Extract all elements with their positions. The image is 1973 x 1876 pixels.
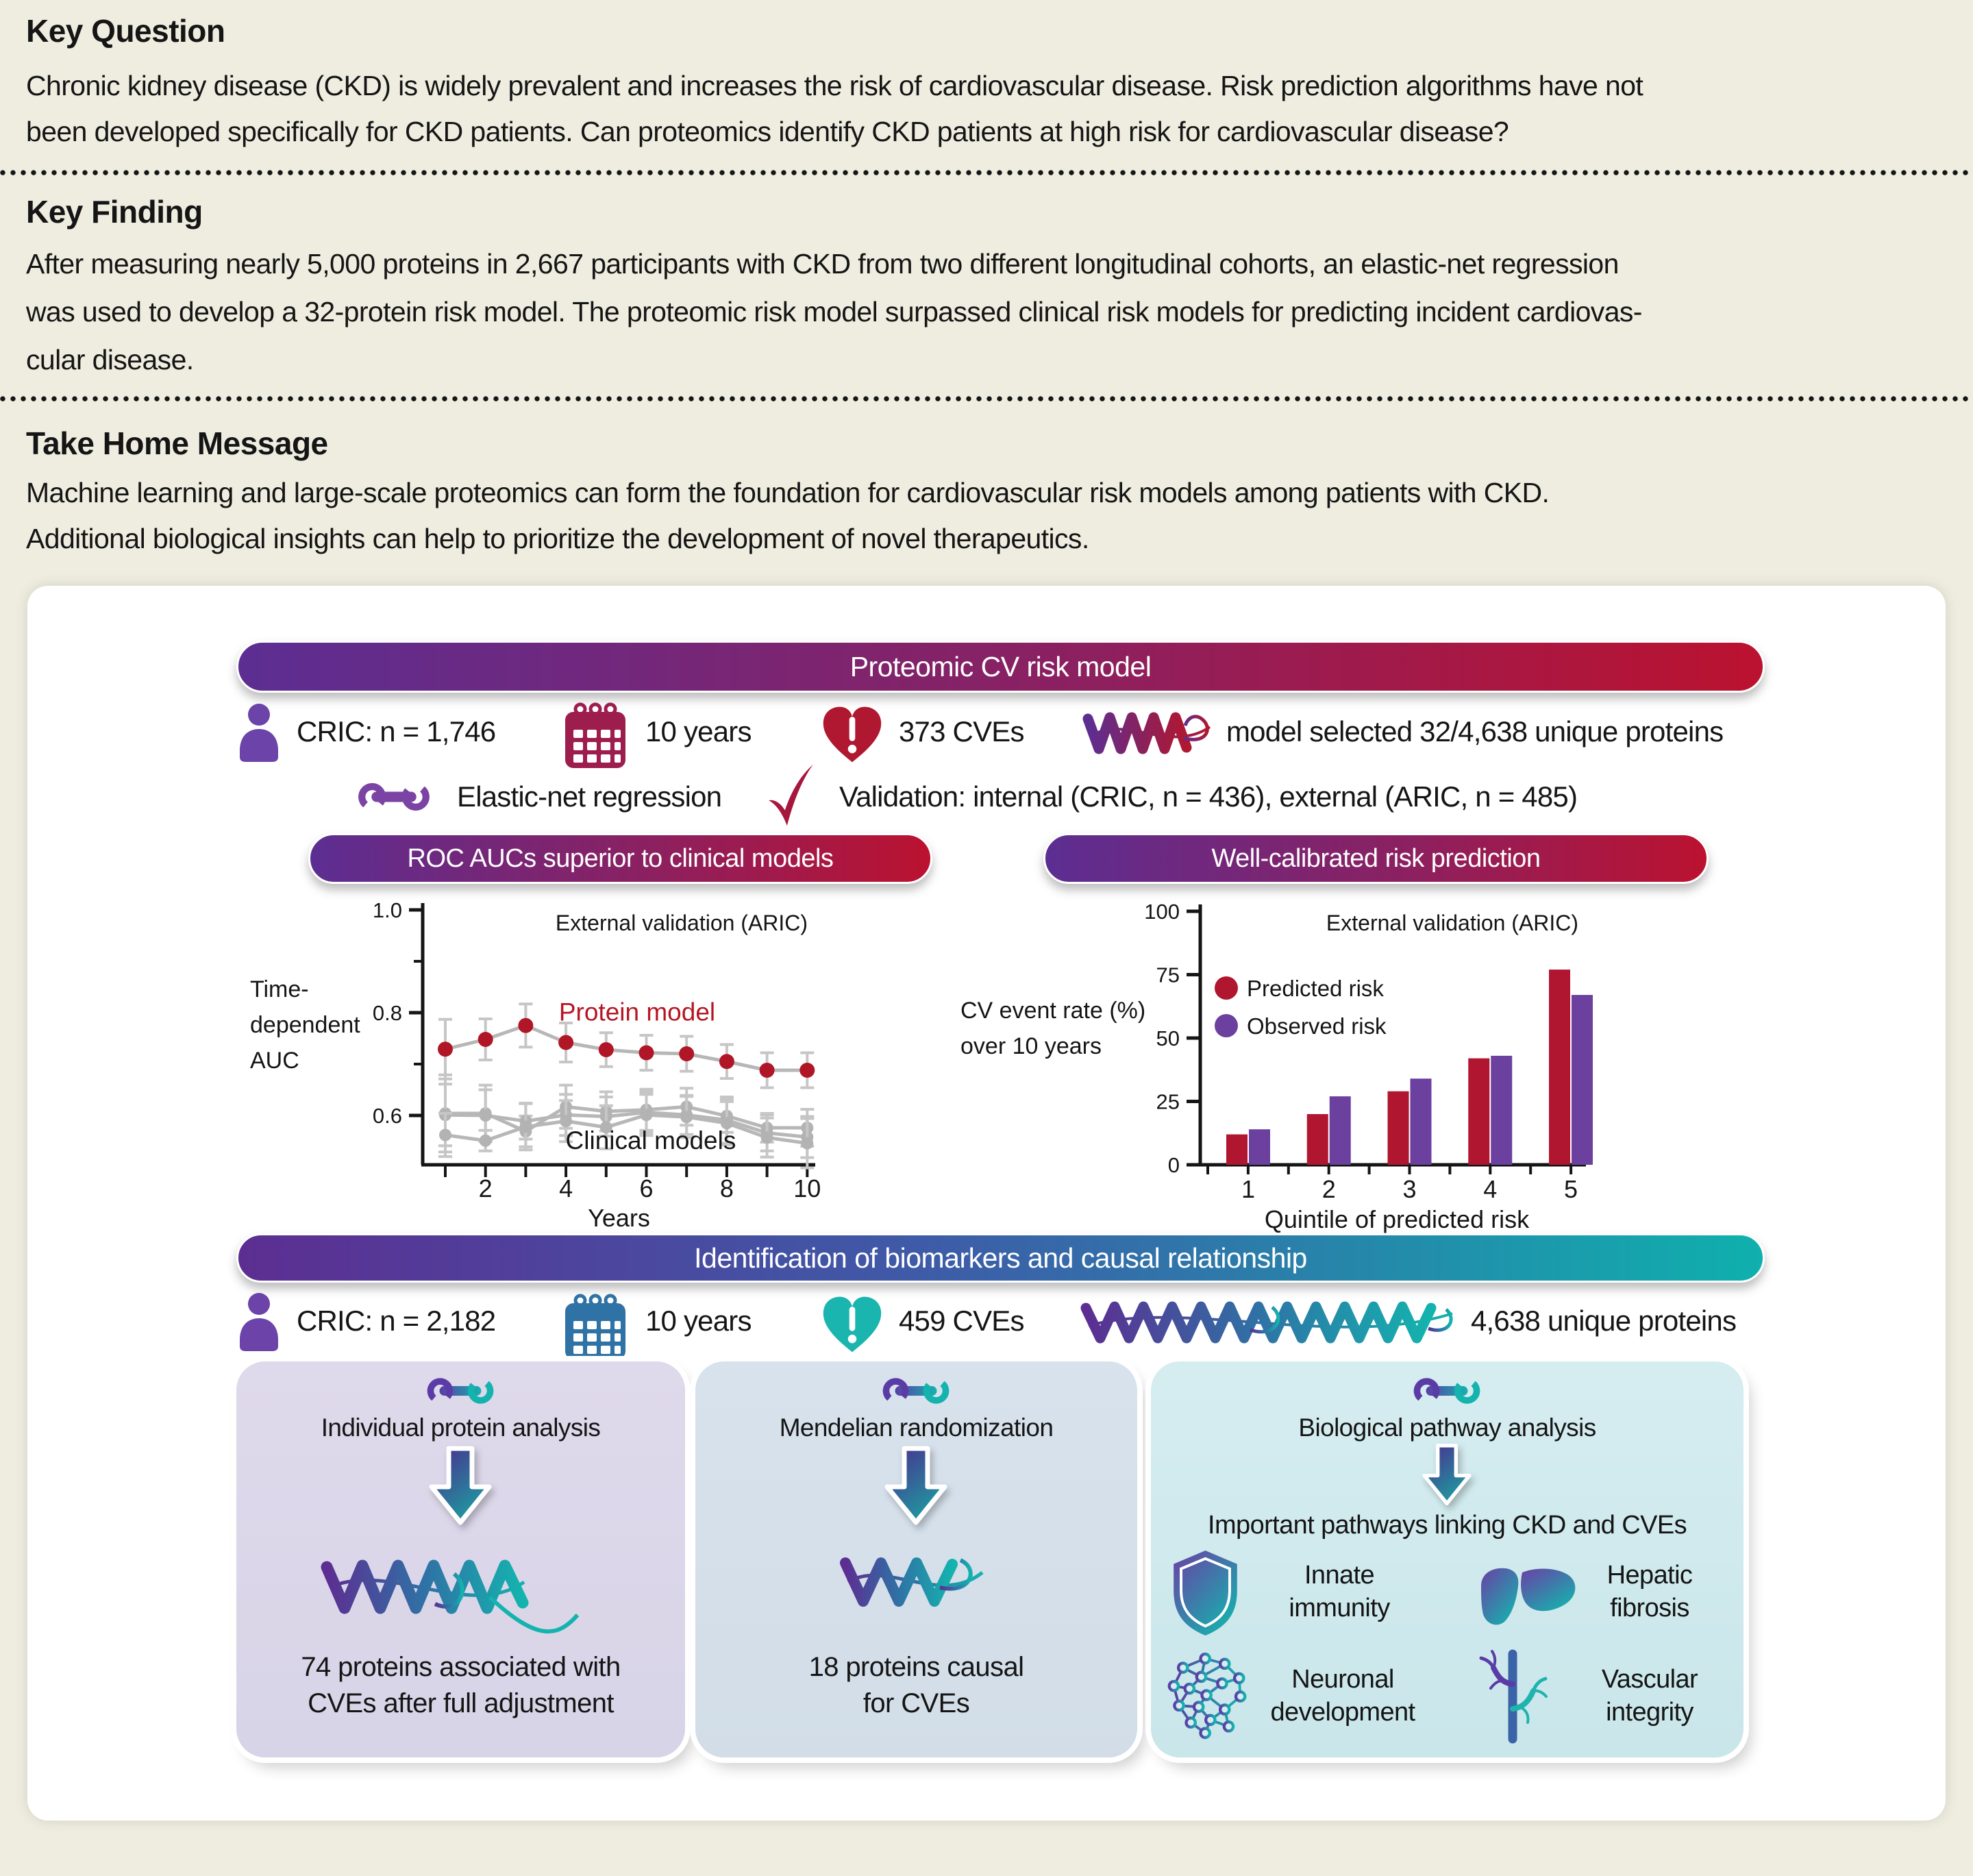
panel-2-result: 18 proteins causal for CVEs [808, 1652, 1024, 1718]
key-question-title: Key Question [26, 13, 225, 49]
svg-text:Years: Years [588, 1204, 650, 1232]
key-finding-title: Key Finding [26, 194, 203, 230]
pathway-label: Neuronal development [1270, 1665, 1416, 1727]
svg-text:25: 25 [1156, 1090, 1180, 1114]
roc-chart: 0.6 0.8 1.0 2 4 6 8 10 Years External validation … [250, 898, 821, 1232]
svg-text:Observed risk: Observed risk [1247, 1013, 1387, 1039]
panel-1-title: Individual protein analysis [321, 1414, 601, 1442]
heart-alert-icon [823, 1296, 882, 1353]
svg-text:External validation (ARIC): External validation (ARIC) [1326, 911, 1578, 935]
method-label: Elastic-net regression [457, 780, 722, 813]
svg-text:CV event rate (%): CV event rate (%) [960, 998, 1145, 1024]
svg-text:Time-: Time- [250, 976, 309, 1002]
biomarker-banner-label: Identification of biomarkers and causal … [694, 1242, 1307, 1274]
svg-text:10: 10 [793, 1174, 821, 1202]
svg-text:4: 4 [1483, 1175, 1497, 1203]
protein-ribbon-icon [321, 1559, 580, 1633]
svg-text:50: 50 [1156, 1026, 1180, 1050]
vessel-icon [1479, 1649, 1548, 1744]
divider-1 [0, 170, 1973, 175]
svg-text:AUC: AUC [250, 1048, 299, 1074]
svg-text:Protein model: Protein model [559, 998, 715, 1026]
take-home-body: Machine learning and large-scale proteom… [26, 477, 1550, 554]
svg-text:1.0: 1.0 [373, 898, 402, 922]
person-icon [240, 704, 278, 762]
svg-text:Clinical models: Clinical models [566, 1126, 736, 1155]
events-2-label: 459 CVEs [899, 1305, 1025, 1337]
wrench-icon [358, 782, 430, 811]
pathway-label: Vascular integrity [1601, 1665, 1698, 1727]
mendelian-panel: Mendelian randomization 18 proteins caus… [695, 1361, 1137, 1757]
svg-text:75: 75 [1156, 963, 1180, 987]
arrow-down-icon [884, 1446, 947, 1525]
svg-text:Predicted risk: Predicted risk [1247, 976, 1384, 1001]
shield-icon [1174, 1550, 1237, 1636]
wrench-icon [882, 1378, 950, 1404]
neuron-icon [1167, 1652, 1247, 1740]
svg-text:Quintile of predicted risk: Quintile of predicted risk [1265, 1205, 1530, 1233]
svg-text:4: 4 [559, 1174, 573, 1202]
arrow-down-icon [1422, 1443, 1472, 1506]
protein-ribbon-icon [840, 1557, 984, 1607]
pathway-subtitle: Important pathways linking CKD and CVEs [1208, 1511, 1687, 1540]
liver-icon [1481, 1568, 1576, 1625]
calendar-icon [565, 1294, 625, 1359]
roc-banner-label: ROC AUCs superior to clinical models [407, 843, 834, 873]
cohort-1-label: CRIC: n = 1,746 [297, 715, 496, 748]
svg-text:over 10 years: over 10 years [960, 1033, 1102, 1059]
events-1-label: 373 CVEs [899, 715, 1025, 748]
proteins-2-label: 4,638 unique proteins [1471, 1305, 1737, 1337]
protein-ribbon-icon [1080, 1301, 1453, 1344]
svg-text:6: 6 [639, 1174, 653, 1202]
take-home-title: Take Home Message [26, 425, 328, 461]
figure-card: Proteomic CV risk model CRIC: n = 1,746 … [27, 586, 1946, 1821]
panel-3-title: Biological pathway analysis [1298, 1414, 1596, 1442]
calibration-banner: Well-calibrated risk prediction [1043, 833, 1709, 884]
svg-text:100: 100 [1144, 900, 1180, 924]
pathway-label: Hepatic fibrosis [1606, 1561, 1693, 1622]
calibration-chart: 0 25 50 75 100 1 2 3 4 5 Quintile of predicted ris… [960, 900, 1593, 1233]
svg-text:External validation (ARIC): External validation (ARIC) [556, 911, 808, 935]
pathway-panel: Biological pathway analysis Important pa… [1151, 1361, 1744, 1757]
proteins-1-label: model selected 32/4,638 unique proteins [1226, 715, 1724, 748]
svg-text:8: 8 [720, 1174, 734, 1202]
svg-text:0.6: 0.6 [373, 1104, 402, 1128]
svg-text:2: 2 [1322, 1175, 1336, 1203]
svg-text:2: 2 [479, 1174, 493, 1202]
svg-text:dependent: dependent [250, 1012, 360, 1038]
biomarker-banner: Identification of biomarkers and causal … [236, 1233, 1765, 1283]
individual-protein-panel: Individual protein analysis 74 proteins … [236, 1361, 685, 1757]
pathway-label: Innate immunity [1289, 1561, 1390, 1622]
divider-2 [0, 396, 1973, 402]
svg-text:0.8: 0.8 [373, 1001, 402, 1025]
key-question-body: Chronic kidney disease (CKD) is widely p… [26, 70, 1643, 147]
wrench-icon [427, 1378, 494, 1404]
roc-banner: ROC AUCs superior to clinical models [308, 833, 932, 884]
svg-text:5: 5 [1564, 1175, 1578, 1203]
cohort-2-label: CRIC: n = 2,182 [297, 1305, 496, 1337]
validation-label: Validation: internal (CRIC, n = 436), ex… [839, 780, 1578, 813]
heart-alert-icon [823, 706, 882, 763]
duration-1-label: 10 years [645, 715, 752, 748]
panel-1-result: 74 proteins associated with CVEs after f… [301, 1652, 621, 1718]
person-icon [240, 1293, 278, 1351]
calibration-banner-label: Well-calibrated risk prediction [1211, 843, 1541, 873]
svg-text:3: 3 [1402, 1175, 1416, 1203]
svg-text:1: 1 [1241, 1175, 1255, 1203]
key-finding-body: After measuring nearly 5,000 proteins in… [26, 248, 1642, 375]
svg-text:0: 0 [1168, 1153, 1180, 1177]
duration-2-label: 10 years [645, 1305, 752, 1337]
protein-ribbon-icon [1082, 712, 1211, 754]
arrow-down-icon [429, 1446, 492, 1525]
wrench-icon [1413, 1378, 1480, 1404]
calendar-icon [565, 702, 625, 768]
proteomic-model-banner-label: Proteomic CV risk model [849, 650, 1152, 682]
proteomic-model-banner: Proteomic CV risk model [236, 641, 1765, 693]
panel-2-title: Mendelian randomization [779, 1414, 1054, 1442]
check-icon [769, 764, 813, 826]
